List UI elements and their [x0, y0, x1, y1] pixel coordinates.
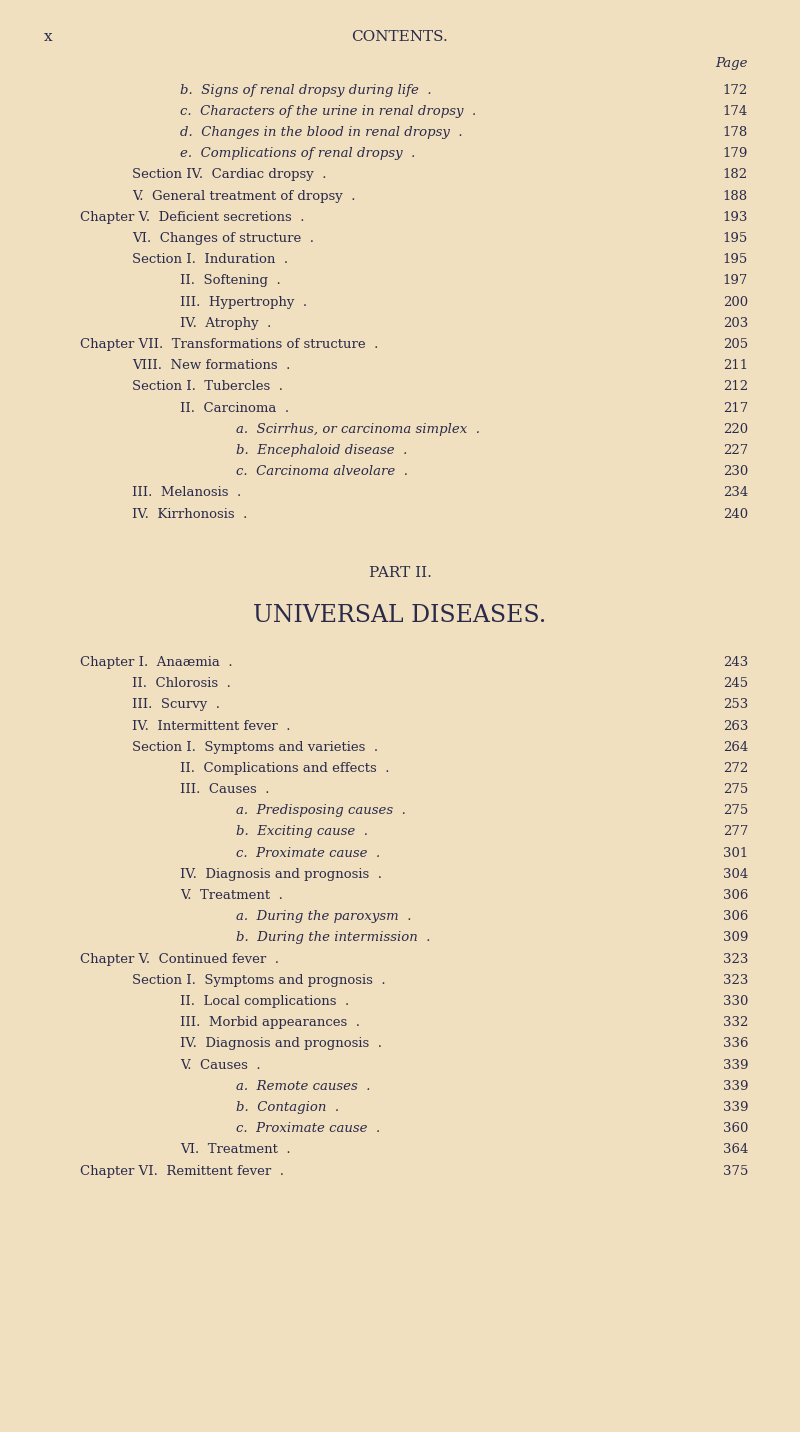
Text: 275: 275	[722, 805, 748, 818]
Text: Chapter VI.  Remittent fever  .: Chapter VI. Remittent fever .	[80, 1164, 284, 1177]
Text: II.  Local complications  .: II. Local complications .	[180, 995, 350, 1008]
Text: 195: 195	[722, 253, 748, 266]
Text: Section I.  Tubercles  .: Section I. Tubercles .	[132, 381, 283, 394]
Text: 227: 227	[722, 444, 748, 457]
Text: 220: 220	[723, 422, 748, 435]
Text: 174: 174	[722, 105, 748, 117]
Text: VI.  Changes of structure  .: VI. Changes of structure .	[132, 232, 314, 245]
Text: b.  During the intermission  .: b. During the intermission .	[236, 931, 430, 945]
Text: Section I.  Symptoms and prognosis  .: Section I. Symptoms and prognosis .	[132, 974, 386, 987]
Text: 179: 179	[722, 147, 748, 160]
Text: 240: 240	[723, 507, 748, 521]
Text: c.  Characters of the urine in renal dropsy  .: c. Characters of the urine in renal drop…	[180, 105, 476, 117]
Text: 339: 339	[722, 1058, 748, 1071]
Text: 188: 188	[723, 189, 748, 203]
Text: b.  Exciting cause  .: b. Exciting cause .	[236, 825, 368, 839]
Text: 272: 272	[722, 762, 748, 775]
Text: IV.  Kirrhonosis  .: IV. Kirrhonosis .	[132, 507, 247, 521]
Text: x: x	[44, 30, 53, 44]
Text: a.  Scirrhus, or carcinoma simplex  .: a. Scirrhus, or carcinoma simplex .	[236, 422, 480, 435]
Text: II.  Carcinoma  .: II. Carcinoma .	[180, 401, 289, 415]
Text: 217: 217	[722, 401, 748, 415]
Text: Section I.  Symptoms and varieties  .: Section I. Symptoms and varieties .	[132, 740, 378, 753]
Text: V.  General treatment of dropsy  .: V. General treatment of dropsy .	[132, 189, 355, 203]
Text: b.  Signs of renal dropsy during life  .: b. Signs of renal dropsy during life .	[180, 83, 432, 97]
Text: CONTENTS.: CONTENTS.	[352, 30, 448, 44]
Text: 364: 364	[722, 1143, 748, 1157]
Text: c.  Carcinoma alveolare  .: c. Carcinoma alveolare .	[236, 465, 408, 478]
Text: 253: 253	[722, 699, 748, 712]
Text: VIII.  New formations  .: VIII. New formations .	[132, 359, 290, 372]
Text: Section I.  Induration  .: Section I. Induration .	[132, 253, 288, 266]
Text: III.  Melanosis  .: III. Melanosis .	[132, 487, 242, 500]
Text: 332: 332	[722, 1017, 748, 1030]
Text: V.  Treatment  .: V. Treatment .	[180, 889, 283, 902]
Text: II.  Softening  .: II. Softening .	[180, 275, 281, 288]
Text: 336: 336	[722, 1037, 748, 1051]
Text: V.  Causes  .: V. Causes .	[180, 1058, 261, 1071]
Text: 301: 301	[722, 846, 748, 859]
Text: 264: 264	[722, 740, 748, 753]
Text: a.  Remote causes  .: a. Remote causes .	[236, 1080, 370, 1093]
Text: 263: 263	[722, 719, 748, 733]
Text: 230: 230	[722, 465, 748, 478]
Text: UNIVERSAL DISEASES.: UNIVERSAL DISEASES.	[254, 604, 546, 627]
Text: 309: 309	[722, 931, 748, 945]
Text: 323: 323	[722, 974, 748, 987]
Text: IV.  Diagnosis and prognosis  .: IV. Diagnosis and prognosis .	[180, 1037, 382, 1051]
Text: 172: 172	[722, 83, 748, 97]
Text: III.  Scurvy  .: III. Scurvy .	[132, 699, 220, 712]
Text: a.  During the paroxysm  .: a. During the paroxysm .	[236, 911, 411, 924]
Text: a.  Predisposing causes  .: a. Predisposing causes .	[236, 805, 406, 818]
Text: 360: 360	[722, 1123, 748, 1136]
Text: 339: 339	[722, 1101, 748, 1114]
Text: 205: 205	[723, 338, 748, 351]
Text: 200: 200	[723, 295, 748, 309]
Text: c.  Proximate cause  .: c. Proximate cause .	[236, 846, 380, 859]
Text: 212: 212	[723, 381, 748, 394]
Text: 211: 211	[723, 359, 748, 372]
Text: II.  Chlorosis  .: II. Chlorosis .	[132, 677, 231, 690]
Text: Page: Page	[715, 56, 748, 70]
Text: 234: 234	[722, 487, 748, 500]
Text: IV.  Intermittent fever  .: IV. Intermittent fever .	[132, 719, 290, 733]
Text: 306: 306	[722, 911, 748, 924]
Text: c.  Proximate cause  .: c. Proximate cause .	[236, 1123, 380, 1136]
Text: 178: 178	[722, 126, 748, 139]
Text: III.  Morbid appearances  .: III. Morbid appearances .	[180, 1017, 360, 1030]
Text: 195: 195	[722, 232, 748, 245]
Text: Chapter V.  Deficient secretions  .: Chapter V. Deficient secretions .	[80, 211, 305, 223]
Text: III.  Causes  .: III. Causes .	[180, 783, 270, 796]
Text: b.  Encephaloid disease  .: b. Encephaloid disease .	[236, 444, 407, 457]
Text: 339: 339	[722, 1080, 748, 1093]
Text: Chapter V.  Continued fever  .: Chapter V. Continued fever .	[80, 952, 279, 965]
Text: 203: 203	[722, 316, 748, 329]
Text: 182: 182	[723, 169, 748, 182]
Text: IV.  Atrophy  .: IV. Atrophy .	[180, 316, 271, 329]
Text: 245: 245	[723, 677, 748, 690]
Text: 275: 275	[722, 783, 748, 796]
Text: 197: 197	[722, 275, 748, 288]
Text: 304: 304	[722, 868, 748, 881]
Text: IV.  Diagnosis and prognosis  .: IV. Diagnosis and prognosis .	[180, 868, 382, 881]
Text: Section IV.  Cardiac dropsy  .: Section IV. Cardiac dropsy .	[132, 169, 326, 182]
Text: 277: 277	[722, 825, 748, 839]
Text: 323: 323	[722, 952, 748, 965]
Text: Chapter I.  Anaæmia  .: Chapter I. Anaæmia .	[80, 656, 233, 669]
Text: II.  Complications and effects  .: II. Complications and effects .	[180, 762, 390, 775]
Text: 330: 330	[722, 995, 748, 1008]
Text: VI.  Treatment  .: VI. Treatment .	[180, 1143, 290, 1157]
Text: 375: 375	[722, 1164, 748, 1177]
Text: 243: 243	[722, 656, 748, 669]
Text: III.  Hypertrophy  .: III. Hypertrophy .	[180, 295, 307, 309]
Text: PART II.: PART II.	[369, 567, 431, 580]
Text: 193: 193	[722, 211, 748, 223]
Text: 306: 306	[722, 889, 748, 902]
Text: b.  Contagion  .: b. Contagion .	[236, 1101, 339, 1114]
Text: Chapter VII.  Transformations of structure  .: Chapter VII. Transformations of structur…	[80, 338, 378, 351]
Text: e.  Complications of renal dropsy  .: e. Complications of renal dropsy .	[180, 147, 415, 160]
Text: d.  Changes in the blood in renal dropsy  .: d. Changes in the blood in renal dropsy …	[180, 126, 462, 139]
